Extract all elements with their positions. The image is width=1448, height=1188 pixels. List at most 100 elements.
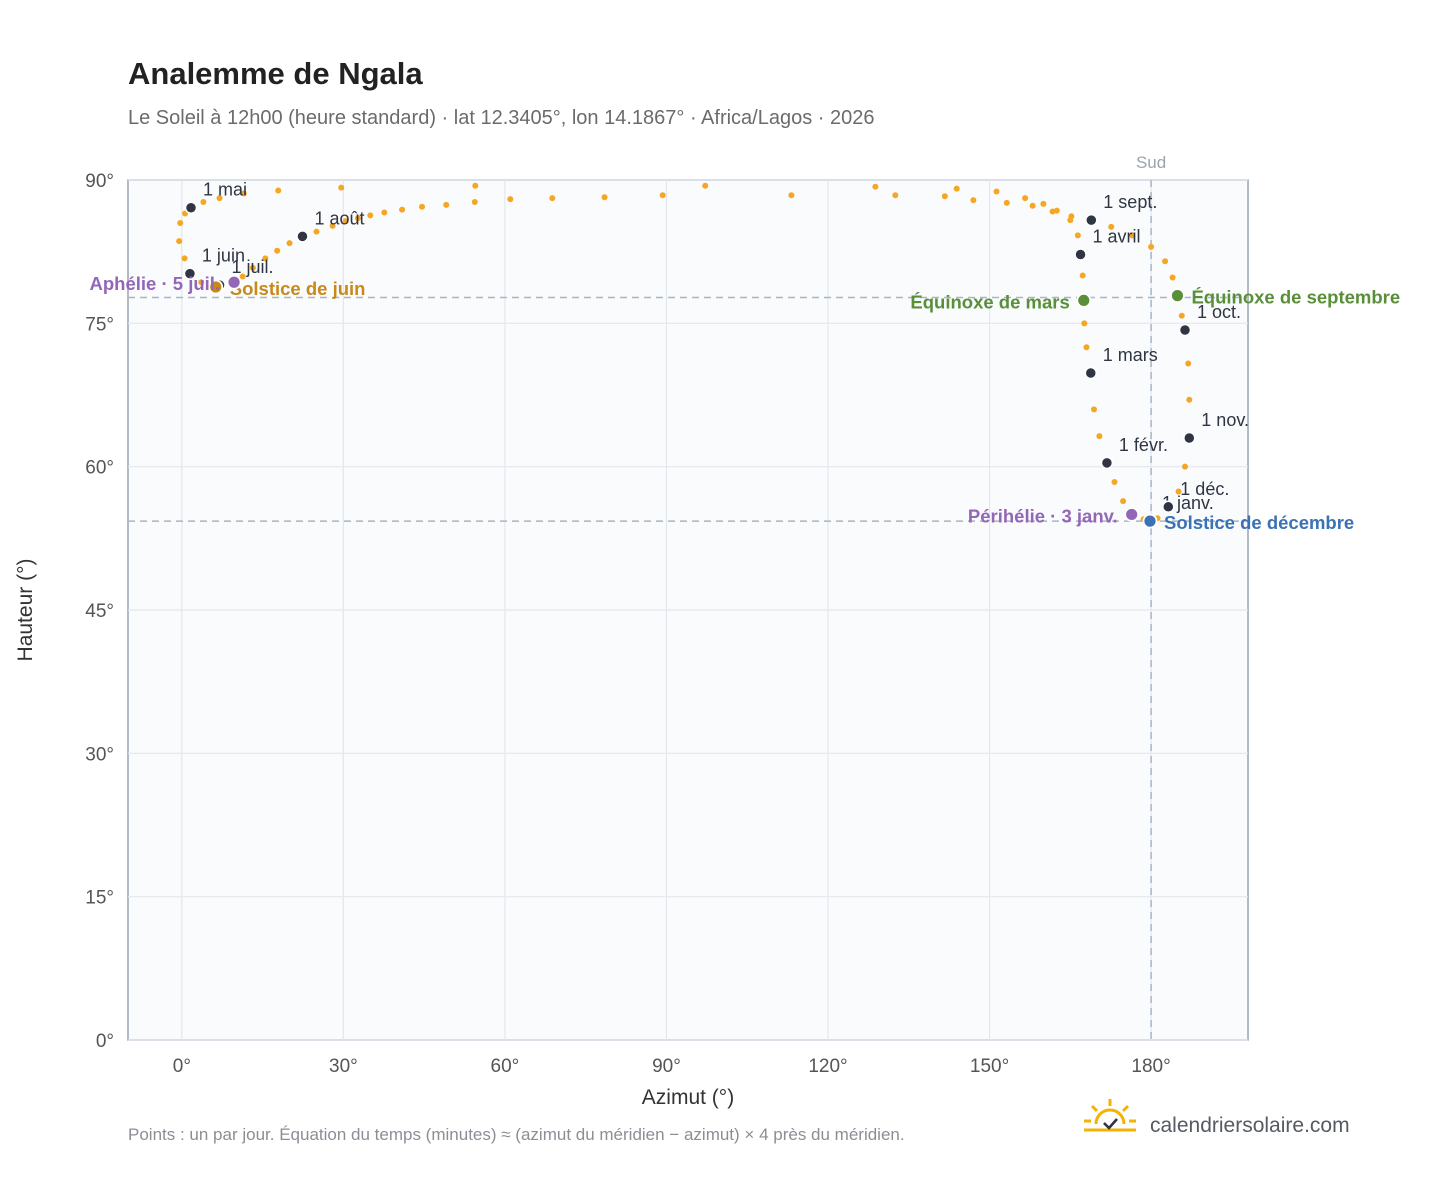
y-tick-label: 90° bbox=[85, 171, 114, 192]
y-tick-label: 15° bbox=[85, 888, 114, 909]
month-marker bbox=[1074, 248, 1087, 261]
data-point bbox=[275, 187, 282, 194]
month-marker bbox=[1084, 366, 1098, 380]
y-tick-label: 45° bbox=[85, 601, 114, 622]
data-point bbox=[1091, 406, 1097, 413]
data-point bbox=[1185, 360, 1192, 367]
data-point bbox=[313, 228, 320, 235]
event-marker bbox=[208, 279, 224, 295]
x-tick-label: 180° bbox=[1131, 1056, 1170, 1077]
data-point bbox=[367, 212, 374, 219]
month-label: 1 déc. bbox=[1180, 479, 1229, 499]
data-point bbox=[1022, 195, 1029, 202]
data-point bbox=[216, 195, 223, 202]
data-point bbox=[177, 220, 184, 226]
x-axis-label: Azimut (°) bbox=[642, 1086, 734, 1109]
y-tick-label: 0° bbox=[96, 1031, 114, 1052]
event-marker bbox=[226, 274, 242, 290]
data-point bbox=[399, 206, 406, 213]
data-point bbox=[702, 182, 709, 189]
chart-title: Analemme de Ngala bbox=[128, 56, 423, 91]
month-marker bbox=[1085, 213, 1098, 227]
data-point bbox=[872, 183, 879, 190]
data-point bbox=[1079, 272, 1086, 279]
data-point bbox=[507, 196, 514, 203]
sun-ray bbox=[1090, 1104, 1099, 1113]
data-point bbox=[1162, 258, 1169, 265]
data-point bbox=[381, 209, 388, 216]
y-tick-label: 75° bbox=[85, 314, 114, 335]
event-marker bbox=[1076, 292, 1092, 308]
data-point bbox=[329, 222, 336, 229]
x-tick-label: 0° bbox=[173, 1056, 191, 1077]
data-point bbox=[262, 255, 269, 262]
data-point bbox=[892, 192, 899, 199]
data-point bbox=[1182, 463, 1188, 470]
data-point bbox=[338, 184, 345, 191]
y-tick-label: 60° bbox=[85, 458, 114, 479]
data-point bbox=[1129, 232, 1136, 239]
x-tick-label: 120° bbox=[808, 1056, 847, 1077]
month-marker bbox=[1100, 456, 1114, 470]
data-point bbox=[1068, 213, 1075, 220]
data-point bbox=[1096, 433, 1103, 440]
event-label: Équinoxe de septembre bbox=[1191, 287, 1400, 308]
data-point bbox=[200, 198, 207, 205]
data-point bbox=[471, 198, 478, 205]
y-axis-label: Hauteur (°) bbox=[14, 559, 37, 662]
data-point bbox=[419, 203, 425, 210]
data-point bbox=[1108, 223, 1115, 230]
event-markers: Équinoxe de mars Équinoxe de septembre Sol… bbox=[90, 273, 1401, 533]
month-label: 1 janv. bbox=[1162, 493, 1214, 513]
brand-logo bbox=[1084, 1099, 1136, 1132]
data-point bbox=[601, 194, 608, 201]
data-point bbox=[1083, 344, 1090, 351]
event-label: Équinoxe de mars bbox=[910, 291, 1069, 312]
month-label: 1 juil. bbox=[232, 257, 274, 277]
event-marker bbox=[1142, 513, 1158, 529]
event-marker bbox=[1124, 507, 1140, 522]
data-point bbox=[1120, 498, 1127, 505]
reference-lines: Sud bbox=[128, 153, 1248, 1040]
x-tick-label: 90° bbox=[652, 1056, 681, 1077]
data-point bbox=[993, 188, 1000, 195]
x-tick-label: 150° bbox=[970, 1056, 1009, 1077]
data-point bbox=[239, 273, 246, 280]
data-point bbox=[788, 192, 795, 199]
month-marker bbox=[296, 230, 309, 243]
data-point bbox=[549, 195, 556, 202]
data-point bbox=[342, 218, 349, 225]
data-point bbox=[354, 215, 361, 222]
month-label: 1 juin bbox=[202, 246, 245, 266]
month-label: 1 févr. bbox=[1119, 435, 1168, 455]
event-label: Solstice de décembre bbox=[1164, 512, 1354, 533]
data-point bbox=[1178, 312, 1185, 319]
data-point bbox=[181, 255, 188, 262]
data-point bbox=[274, 247, 281, 254]
month-label: 1 avril bbox=[1093, 227, 1141, 247]
month-marker bbox=[183, 267, 197, 280]
data-point bbox=[472, 182, 479, 189]
event-label: Périhélie · 3 janv. bbox=[968, 505, 1118, 526]
axes: 0° 30° 60° 90° 120° 150° 180° 0° 15° 30° 45° 60° 75°… bbox=[85, 171, 1170, 1077]
sun-ray bbox=[1121, 1104, 1130, 1113]
month-marker bbox=[1162, 500, 1175, 514]
data-point bbox=[240, 190, 247, 197]
data-point bbox=[1040, 200, 1047, 207]
grid bbox=[128, 179, 1248, 1041]
data-point bbox=[443, 201, 450, 208]
month-label: 1 sept. bbox=[1103, 192, 1157, 212]
x-tick-label: 60° bbox=[491, 1056, 520, 1077]
event-label: Solstice de juin bbox=[230, 278, 366, 299]
month-label: 1 août bbox=[314, 208, 364, 228]
chart-subtitle: Le Soleil à 12h00 (heure standard) · lat… bbox=[128, 107, 875, 129]
month-marker bbox=[1183, 431, 1196, 445]
data-point bbox=[659, 192, 666, 199]
sun-icon bbox=[1094, 1108, 1126, 1125]
data-point bbox=[1148, 243, 1155, 250]
data-point bbox=[941, 193, 948, 200]
data-point bbox=[1175, 488, 1182, 495]
data-point bbox=[1081, 320, 1088, 327]
data-point bbox=[1003, 199, 1010, 206]
